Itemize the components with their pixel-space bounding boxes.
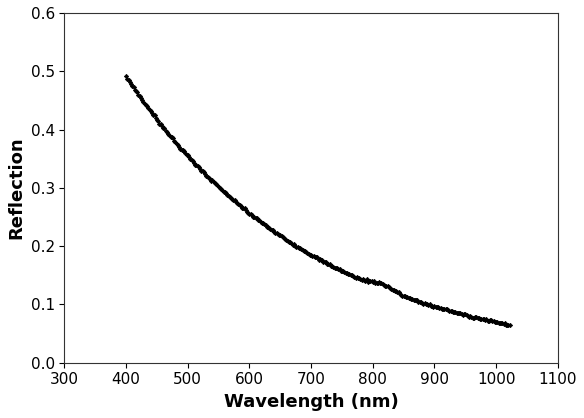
Y-axis label: Reflection: Reflection — [7, 137, 25, 239]
X-axis label: Wavelength (nm): Wavelength (nm) — [224, 393, 398, 411]
